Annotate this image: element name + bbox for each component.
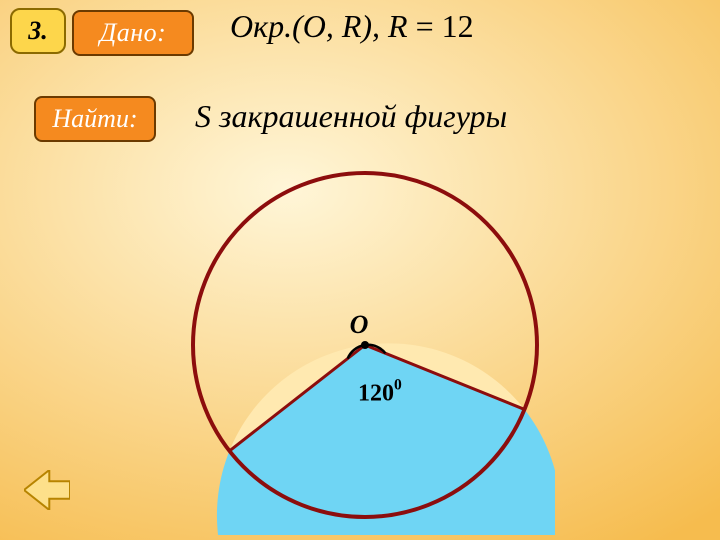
given-eq-lhs: R bbox=[388, 8, 408, 44]
given-sep: , bbox=[326, 8, 342, 44]
circle-diagram: O1200 bbox=[175, 155, 555, 540]
find-lhs: S bbox=[195, 98, 211, 134]
given-prefix: Окр.( bbox=[230, 8, 303, 44]
find-badge: Найти: bbox=[34, 96, 156, 142]
given-expression: Окр.(O, R), R = 12 bbox=[230, 8, 474, 45]
given-eq-rhs: 12 bbox=[442, 8, 474, 44]
find-expression: S закрашенной фигуры bbox=[195, 98, 507, 135]
given-radius-var: R bbox=[342, 8, 362, 44]
given-eq-op: = bbox=[408, 8, 442, 44]
diagram-svg: O1200 bbox=[175, 155, 555, 535]
back-arrow-button[interactable] bbox=[24, 470, 70, 515]
find-label: Найти: bbox=[52, 104, 137, 134]
center-label: O bbox=[350, 310, 369, 339]
given-badge: Дано: bbox=[72, 10, 194, 56]
problem-number: 3. bbox=[28, 16, 48, 46]
given-label: Дано: bbox=[100, 18, 167, 48]
given-center-var: O bbox=[303, 8, 326, 44]
find-rest: закрашенной фигуры bbox=[211, 98, 507, 134]
slide: 3. Дано: Окр.(O, R), R = 12 Найти: S зак… bbox=[0, 0, 720, 540]
back-arrow-icon bbox=[24, 470, 70, 510]
given-close: ), bbox=[361, 8, 388, 44]
problem-number-badge: 3. bbox=[10, 8, 66, 54]
